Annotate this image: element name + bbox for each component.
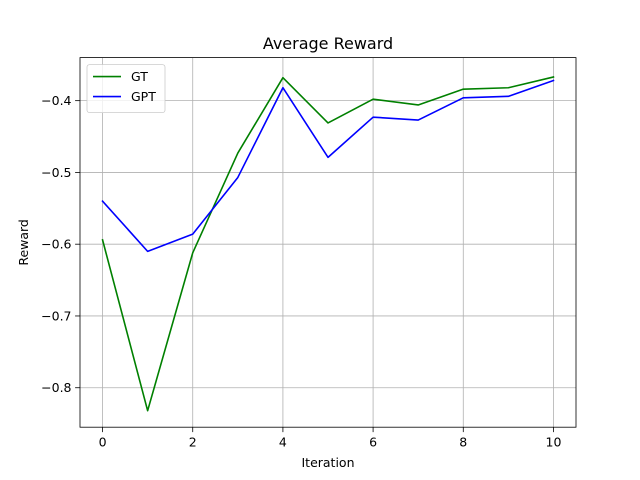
series-lines	[101, 76, 555, 412]
legend-label-gpt: GPT	[131, 89, 156, 104]
legend: GT GPT	[86, 64, 166, 113]
chart-title: Average Reward	[263, 34, 393, 53]
x-tick-label: 0	[99, 435, 107, 450]
y-tick-label: −0.7	[41, 308, 71, 323]
y-axis-label: Reward	[16, 219, 31, 266]
plot-frame	[79, 57, 577, 428]
series-line-gt	[101, 76, 555, 412]
y-tick-label: −0.6	[41, 237, 71, 252]
grid	[80, 57, 576, 428]
x-tick-label: 10	[546, 435, 562, 450]
x-tick-label: 4	[279, 435, 287, 450]
x-tick-label: 6	[369, 435, 377, 450]
legend-label-gt: GT	[131, 69, 148, 84]
y-tick-label: −0.5	[41, 165, 71, 180]
y-tick-label: −0.4	[41, 93, 71, 108]
series-line-gpt	[101, 79, 555, 253]
y-axis-ticks: −0.8 −0.7 −0.6 −0.5 −0.4	[41, 93, 80, 395]
y-tick-label: −0.8	[41, 380, 71, 395]
x-tick-label: 2	[189, 435, 197, 450]
x-tick-label: 8	[459, 435, 467, 450]
x-axis-ticks: 0 2 4 6 8 10	[99, 427, 562, 450]
x-axis-label: Iteration	[301, 455, 354, 470]
